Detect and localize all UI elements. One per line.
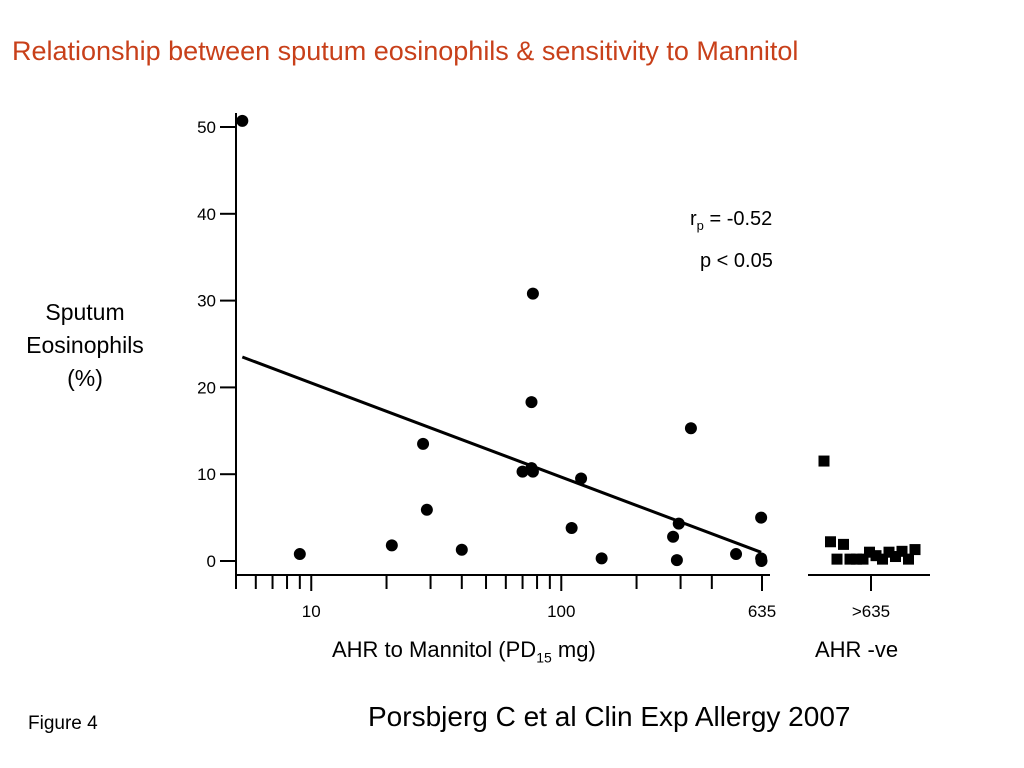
data-point-square bbox=[818, 455, 830, 467]
y-tick-label: 10 bbox=[197, 465, 216, 484]
data-point-square bbox=[903, 553, 914, 565]
x-tick-label-right: >635 bbox=[852, 602, 890, 621]
data-point bbox=[385, 539, 398, 552]
x-axis-label-right: AHR -ve bbox=[815, 637, 899, 662]
data-point bbox=[236, 114, 249, 127]
x-axis-label-suffix: mg) bbox=[551, 637, 596, 662]
data-point-square bbox=[877, 553, 888, 565]
data-point-square bbox=[844, 553, 856, 565]
figure-label: Figure 4 bbox=[28, 713, 98, 734]
y-axis-label-line2: Eosinophils bbox=[26, 332, 144, 358]
y-tick-label: 50 bbox=[197, 118, 216, 137]
y-tick-label: 30 bbox=[197, 292, 216, 311]
data-point bbox=[755, 555, 768, 567]
data-point-square bbox=[838, 538, 849, 550]
r-value: = -0.52 bbox=[703, 208, 773, 230]
data-point bbox=[420, 503, 433, 516]
r-symbol: r bbox=[690, 208, 697, 230]
data-point bbox=[455, 543, 468, 556]
data-point bbox=[672, 517, 685, 530]
data-point-square bbox=[883, 546, 895, 558]
data-point-square bbox=[831, 553, 843, 565]
data-point-square bbox=[851, 553, 862, 565]
y-tick-label: 0 bbox=[207, 552, 216, 571]
data-point-square bbox=[909, 544, 921, 556]
p-value-stat: p < 0.05 bbox=[700, 250, 773, 272]
y-tick-label: 20 bbox=[197, 378, 216, 397]
y-tick-label: 40 bbox=[197, 205, 216, 224]
data-point-square bbox=[864, 546, 875, 558]
data-point bbox=[417, 437, 430, 450]
data-point-square bbox=[825, 536, 836, 548]
correlation-stat: rp = -0.52 bbox=[690, 208, 772, 233]
data-point bbox=[670, 554, 683, 567]
x-axis-label: AHR to Mannitol (PD15 mg) bbox=[332, 637, 596, 665]
data-point bbox=[667, 530, 680, 543]
data-point bbox=[293, 548, 306, 561]
citation: Porsbjerg C et al Clin Exp Allergy 2007 bbox=[368, 701, 851, 732]
page-title: Relationship between sputum eosinophils … bbox=[12, 36, 799, 66]
data-point-square bbox=[857, 553, 869, 565]
data-point bbox=[684, 422, 697, 435]
x-axis-label-subscript: 15 bbox=[536, 649, 552, 666]
data-point bbox=[526, 287, 539, 300]
data-point-square bbox=[896, 545, 908, 557]
data-point bbox=[730, 548, 743, 561]
y-axis-label: Sputum Eosinophils (%) bbox=[0, 296, 170, 395]
x-tick-label: 635 bbox=[748, 602, 776, 621]
data-point bbox=[575, 472, 588, 485]
y-axis-label-line3: (%) bbox=[67, 365, 103, 391]
x-tick-label: 100 bbox=[547, 602, 575, 621]
data-point-square bbox=[890, 551, 901, 563]
y-axis-label-line1: Sputum bbox=[45, 299, 125, 325]
data-point bbox=[565, 522, 578, 535]
data-point bbox=[526, 465, 539, 478]
data-point bbox=[525, 396, 538, 409]
x-tick-label: 10 bbox=[302, 602, 321, 621]
data-point bbox=[755, 511, 768, 524]
data-point bbox=[595, 552, 608, 565]
data-point-square bbox=[870, 550, 882, 562]
x-axis-label-prefix: AHR to Mannitol (PD bbox=[332, 637, 537, 662]
r-subscript: p bbox=[696, 218, 704, 233]
